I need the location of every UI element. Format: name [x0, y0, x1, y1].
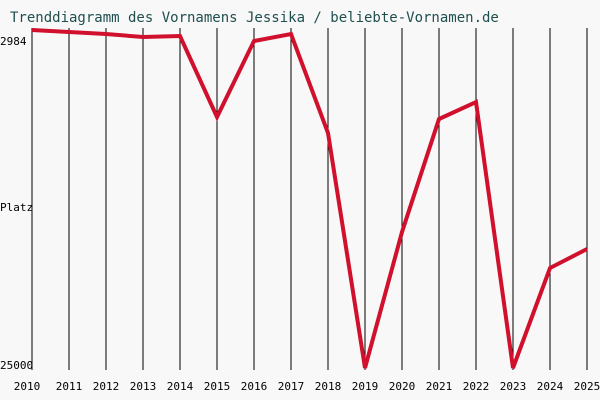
y-tick-label: 25000	[0, 359, 33, 372]
x-tick-label: 2013	[130, 380, 157, 393]
x-tick-label: 2023	[500, 380, 527, 393]
x-tick-label: 2010	[14, 380, 41, 393]
x-tick-label: 2011	[56, 380, 83, 393]
y-tick-label: 2984	[0, 35, 27, 48]
y-axis-label: Platz	[0, 201, 33, 214]
x-tick-label: 2014	[167, 380, 194, 393]
x-tick-label: 2017	[278, 380, 305, 393]
x-tick-label: 2012	[93, 380, 120, 393]
x-tick-label: 2020	[389, 380, 416, 393]
x-tick-label: 2021	[426, 380, 453, 393]
x-tick-label: 2024	[537, 380, 564, 393]
x-tick-label: 2015	[204, 380, 231, 393]
x-tick-label: 2022	[463, 380, 490, 393]
x-tick-label: 2025	[574, 380, 600, 393]
x-tick-label: 2016	[241, 380, 268, 393]
x-tick-label: 2019	[352, 380, 379, 393]
data-line	[31, 28, 588, 369]
x-tick-label: 2018	[315, 380, 342, 393]
chart-title: Trenddiagramm des Vornamens Jessika / be…	[10, 10, 499, 26]
